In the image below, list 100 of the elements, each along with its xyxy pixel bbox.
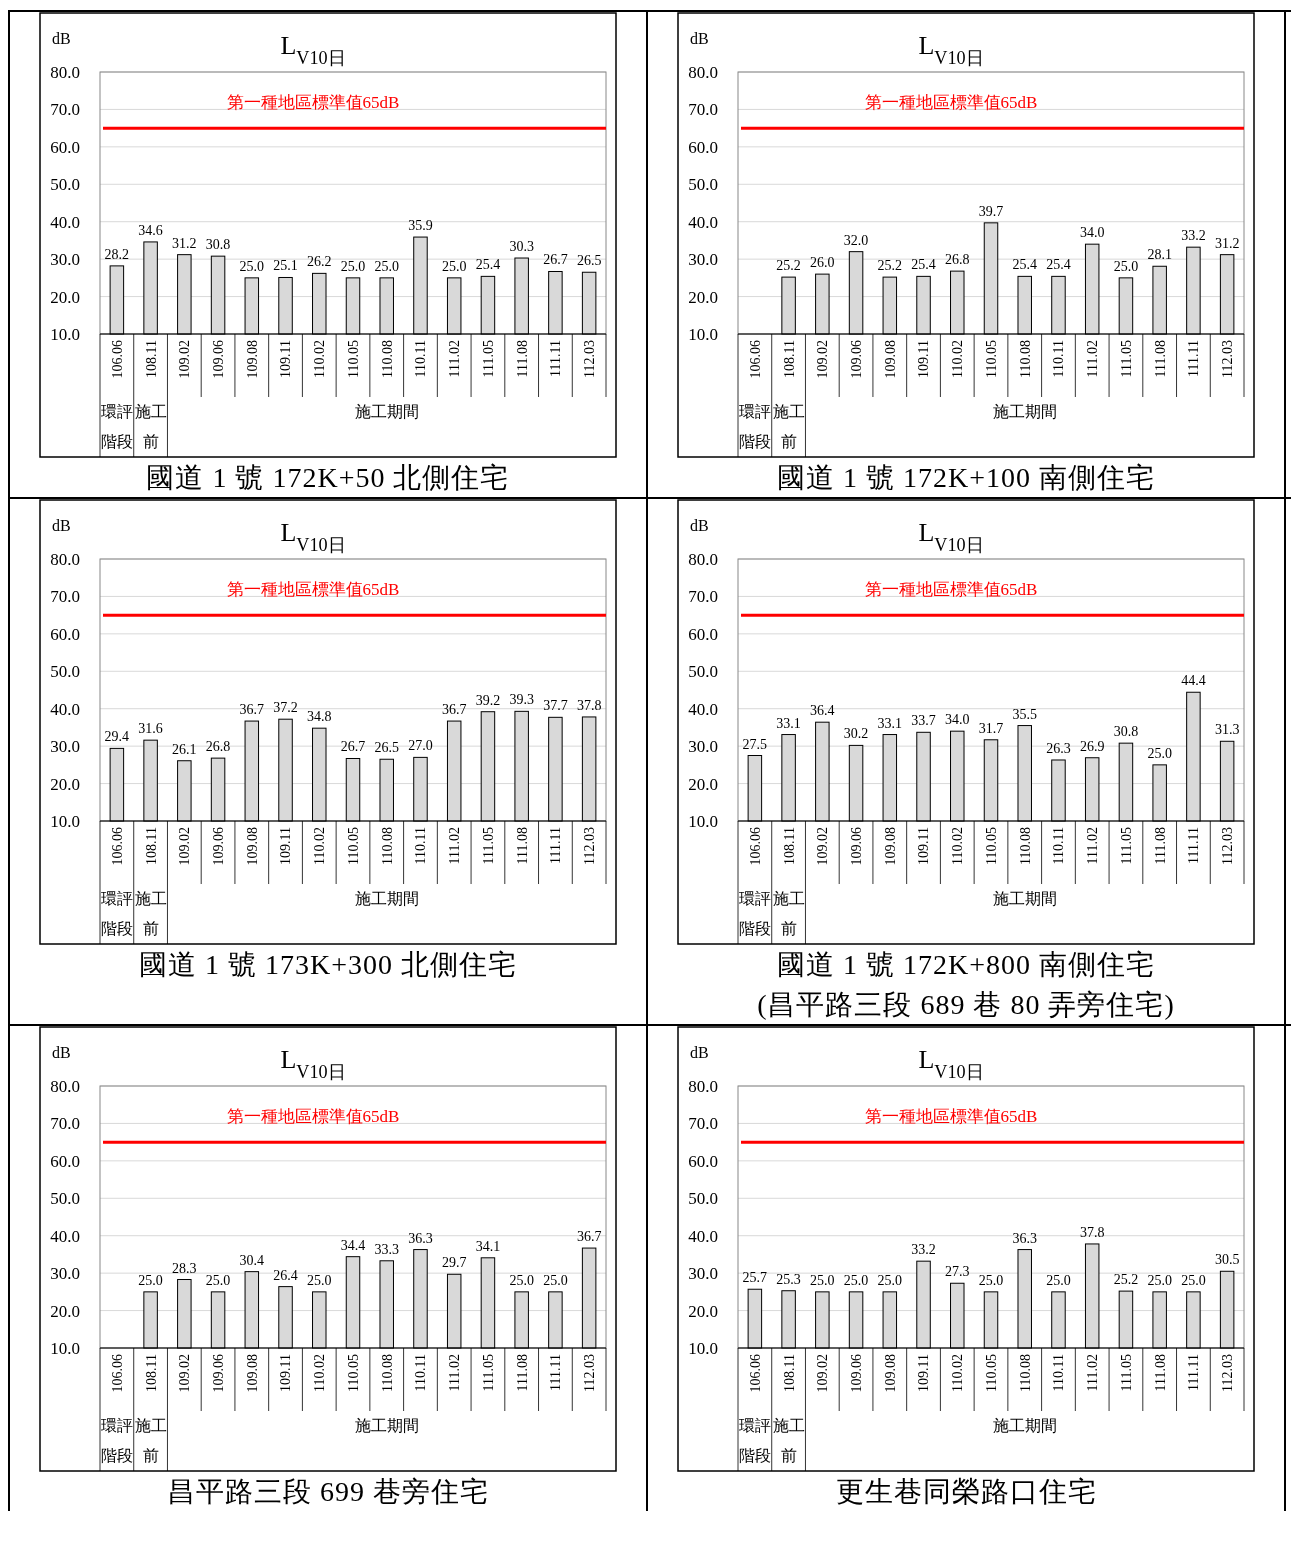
x-tick-label: 110.08 (1017, 827, 1033, 865)
x-tick-label: 109.02 (177, 827, 193, 866)
data-label: 25.0 (509, 1272, 534, 1288)
data-label: 30.8 (1113, 724, 1139, 740)
data-label: 30.3 (509, 239, 534, 255)
x-tick-label: 111.08 (514, 1354, 530, 1392)
data-label: 27.3 (945, 1264, 970, 1280)
text: 環評階段 (100, 1417, 133, 1464)
data-label: 25.2 (877, 258, 903, 274)
y-tick-label: 50.0 (50, 175, 80, 195)
x-tick-label: 111.08 (514, 340, 530, 378)
text: 施工期間 (354, 890, 419, 907)
data-label: 25.0 (1113, 258, 1139, 274)
text: 環評階段 (100, 403, 133, 450)
data-label: 36.4 (810, 703, 835, 719)
data-label: 25.0 (374, 258, 399, 274)
data-label: 33.7 (911, 713, 936, 729)
data-label: 25.0 (877, 1272, 903, 1288)
text: 國道 1 號 172K+100 南側住宅 (776, 462, 1156, 493)
x-tick-label: 109.08 (882, 827, 898, 866)
x-tick-label: 106.06 (109, 340, 125, 379)
y-tick-label: 20.0 (688, 287, 718, 307)
text: 施工期間 (992, 1417, 1057, 1434)
text: 環評階段 (738, 403, 771, 450)
x-tick-label: 111.05 (1118, 827, 1134, 865)
y-tick-label: 70.0 (50, 100, 80, 120)
data-label: 26.4 (273, 1267, 298, 1283)
x-tick-label: 109.11 (916, 827, 932, 865)
data-label: 35.9 (408, 218, 433, 234)
y-tick-label: 10.0 (688, 1338, 718, 1358)
x-tick-label: 109.08 (882, 340, 898, 379)
y-tick-label: 60.0 (50, 1151, 80, 1171)
y-tick-label: 50.0 (688, 662, 718, 682)
x-tick-label: 109.06 (848, 1354, 864, 1393)
y-tick-label: 70.0 (50, 587, 80, 607)
y-tick-label: 50.0 (688, 1189, 718, 1209)
data-label: 36.3 (408, 1230, 433, 1246)
x-tick-label: 111.08 (1152, 1354, 1168, 1392)
x-tick-label: 110.02 (950, 827, 966, 865)
data-label: 34.0 (1079, 225, 1105, 241)
data-label: 25.4 (1046, 257, 1071, 273)
data-label: 33.2 (911, 1242, 936, 1258)
data-label: 29.7 (441, 1255, 467, 1271)
x-tick-label: 110.11 (413, 1354, 429, 1392)
y-tick-label: 30.0 (50, 737, 80, 757)
x-tick-label: 110.02 (312, 1354, 328, 1392)
x-tick-label: 111.02 (1085, 827, 1101, 865)
x-tick-label: 109.11 (278, 340, 294, 378)
data-label: 25.0 (205, 1272, 231, 1288)
ref-line-label: 第一種地區標準值65dB (864, 580, 1038, 600)
data-label: 34.6 (138, 222, 163, 238)
x-tick-label: 111.02 (447, 1354, 463, 1392)
ref-line-label: 第一種地區標準值65dB (864, 93, 1038, 113)
x-tick-label: 109.11 (916, 340, 932, 378)
data-label: 25.0 (1046, 1272, 1071, 1288)
y-tick-label: 80.0 (688, 62, 718, 82)
data-label: 25.1 (273, 258, 298, 274)
data-label: 36.7 (239, 702, 265, 718)
x-tick-label: 111.05 (1118, 1354, 1134, 1392)
x-tick-label: 110.08 (379, 827, 395, 865)
x-tick-label: 106.06 (109, 827, 125, 866)
x-tick-label: 110.11 (1051, 1354, 1067, 1392)
x-tick-label: 109.02 (177, 340, 193, 379)
text: 國道 1 號 172K+800 南側住宅 (昌平路三段 689 巷 80 弄旁住宅) (757, 949, 1175, 1020)
x-tick-label: 111.05 (480, 1354, 496, 1392)
data-label: 28.3 (172, 1260, 197, 1276)
data-label: 25.2 (1113, 1272, 1139, 1288)
text: 施工期間 (992, 890, 1057, 907)
y-tick-label: 10.0 (688, 324, 718, 344)
data-label: 25.2 (776, 258, 801, 274)
data-label: 25.0 (1147, 1272, 1172, 1288)
text: 環評階段 (738, 890, 771, 937)
data-label: 25.0 (239, 258, 265, 274)
data-label: 31.2 (1214, 235, 1240, 251)
x-tick-label: 111.11 (1186, 1354, 1202, 1391)
y-tick-label: 60.0 (688, 624, 718, 644)
text: 施工前 (772, 403, 805, 450)
y-tick-label: 30.0 (50, 250, 80, 270)
data-label: 37.8 (576, 697, 602, 713)
text: 施工前 (134, 890, 167, 937)
data-label: 34.0 (945, 712, 970, 728)
y-tick-label: 50.0 (50, 1189, 80, 1209)
x-tick-label: 110.08 (1017, 1354, 1033, 1392)
y-tick-label: 70.0 (688, 1114, 718, 1134)
x-tick-label: 109.08 (244, 340, 260, 379)
data-label: 39.2 (475, 692, 501, 708)
y-tick-label: 80.0 (688, 1076, 718, 1096)
y-tick-label: 30.0 (688, 250, 718, 270)
y-tick-label: 40.0 (50, 699, 80, 719)
x-tick-label: 112.03 (582, 1354, 598, 1392)
y-tick-label: 20.0 (50, 287, 80, 307)
data-label: 26.2 (307, 254, 332, 270)
data-label: 34.8 (307, 709, 332, 725)
data-label: 31.2 (172, 235, 197, 251)
text: 環評階段 (738, 1417, 771, 1464)
x-tick-label: 110.02 (950, 1354, 966, 1392)
data-label: 31.7 (978, 720, 1004, 736)
y-tick-label: 30.0 (688, 737, 718, 757)
x-tick-label: 111.02 (1085, 340, 1101, 378)
y-tick-label: 50.0 (688, 175, 718, 195)
